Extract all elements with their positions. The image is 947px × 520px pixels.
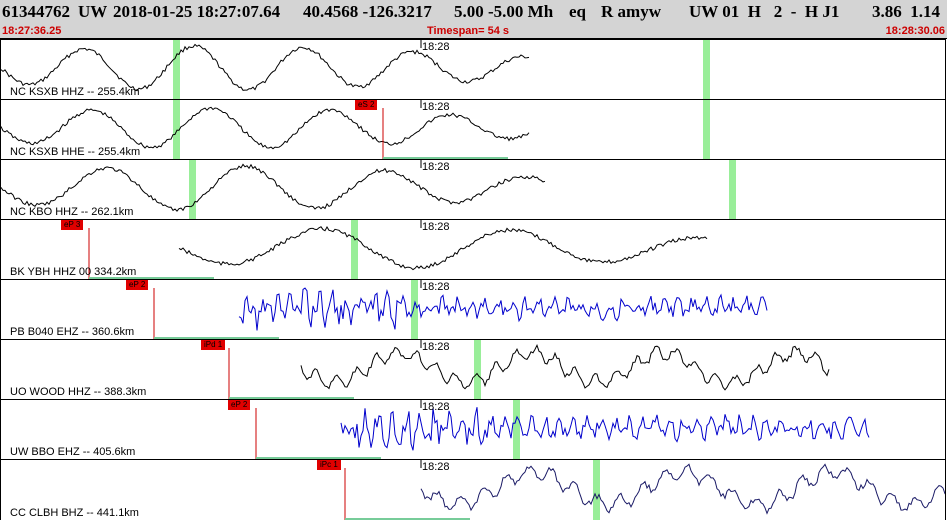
minute-tick-label: 18:28	[422, 281, 450, 293]
event-type: eq	[569, 2, 586, 21]
seismogram-panels: 18:28 NC KSXB HHZ -- 255.4km eS 2 18:28 NC K…	[0, 39, 947, 520]
seismogram-panel[interactable]: eP 2 18:28 PB B040 EHZ -- 360.6km	[0, 279, 946, 339]
phase-marker-green	[189, 160, 196, 219]
minute-tick-label: 18:28	[422, 341, 450, 353]
phase-marker-green	[474, 340, 481, 399]
waveform-plot	[228, 340, 830, 399]
waveform-trace	[300, 343, 830, 391]
station-channel-label: PB B040 EHZ -- 360.6km	[10, 326, 135, 338]
event-datetime: 2018-01-25 18:27:07.64	[113, 2, 281, 21]
phase-marker-green	[351, 220, 358, 279]
seismogram-panel[interactable]: iPd 1 18:28 UO WOOD HHZ -- 388.3km	[0, 339, 946, 399]
event-values: 3.86 1.14	[872, 2, 940, 21]
pick-label[interactable]: eP 2	[126, 280, 149, 290]
end-time: 18:28:30.06	[885, 25, 945, 37]
phase-marker-green	[513, 400, 520, 459]
event-station-info: UW 01 H 2 - H J1	[689, 2, 840, 21]
waveform-trace	[238, 287, 768, 331]
waveform-plot	[153, 280, 768, 339]
event-header: 61344762 UW 2018-01-25 18:27:07.64 40.45…	[0, 0, 947, 24]
waveform-plot	[1, 40, 710, 99]
seismogram-panel[interactable]: 18:28 NC KBO HHZ -- 262.1km	[0, 159, 946, 219]
station-channel-label: NC KBO HHZ -- 262.1km	[10, 206, 134, 218]
waveform-trace	[420, 463, 945, 515]
pick-label[interactable]: iPc 1	[317, 460, 341, 470]
start-time: 18:27:36.25	[2, 25, 62, 37]
pick-label[interactable]: eP 3	[61, 220, 84, 230]
waveform-plot	[255, 400, 870, 459]
pick-label[interactable]: iPd 1	[201, 340, 226, 350]
waveform-trace	[1, 163, 546, 212]
station-channel-label: NC KSXB HHZ -- 255.4km	[10, 86, 140, 98]
phase-marker-green	[703, 100, 710, 159]
pick-label[interactable]: eS 2	[355, 100, 378, 110]
seismogram-panel[interactable]: 18:28 NC KSXB HHZ -- 255.4km	[0, 39, 946, 99]
seismogram-panel[interactable]: iPc 1 18:28 CC CLBH BHZ -- 441.1km	[0, 459, 946, 520]
minute-tick-label: 18:28	[422, 461, 450, 473]
seismogram-panel[interactable]: eP 2 18:28 UW BBO EHZ -- 405.6km	[0, 399, 946, 459]
phase-marker-green	[411, 280, 418, 339]
event-id: 61344762	[2, 2, 70, 21]
phase-marker-green	[703, 40, 710, 99]
minute-tick-label: 18:28	[422, 161, 450, 173]
waveform-plot	[1, 160, 736, 219]
event-depth-mag: 5.00 -5.00 Mh	[454, 2, 554, 21]
station-channel-label: BK YBH HHZ 00 334.2km	[10, 266, 137, 278]
waveform-plot	[1, 100, 710, 159]
waveform-trace	[1, 43, 530, 92]
station-channel-label: NC KSXB HHE -- 255.4km	[10, 146, 141, 158]
waveform-plot	[344, 460, 945, 520]
minute-tick-label: 18:28	[422, 221, 450, 233]
timespan-bar: 18:27:36.25 Timespan= 54 s 18:28:30.06	[0, 24, 947, 39]
phase-marker-green	[593, 460, 600, 520]
seismogram-panel[interactable]: eP 3 18:28 BK YBH HHZ 00 334.2km	[0, 219, 946, 279]
minute-tick-label: 18:28	[422, 401, 450, 413]
phase-marker-green	[173, 40, 180, 99]
minute-tick-label: 18:28	[422, 101, 450, 113]
station-channel-label: UW BBO EHZ -- 405.6km	[10, 446, 136, 458]
waveform-plot	[88, 220, 708, 279]
waveform-trace	[178, 225, 708, 271]
phase-marker-green	[173, 100, 180, 159]
minute-tick-label: 18:28	[422, 41, 450, 53]
station-channel-label: CC CLBH BHZ -- 441.1km	[10, 507, 139, 519]
event-network: UW	[78, 2, 108, 21]
pick-label[interactable]: eP 2	[228, 400, 251, 410]
event-location: 40.4568 -126.3217	[303, 2, 432, 21]
event-review: R amyw	[601, 2, 661, 21]
station-channel-label: UO WOOD HHZ -- 388.3km	[10, 386, 147, 398]
waveform-trace	[340, 407, 870, 451]
phase-marker-green	[729, 160, 736, 219]
seismogram-panel[interactable]: eS 2 18:28 NC KSXB HHE -- 255.4km	[0, 99, 946, 159]
timespan-label: Timespan= 54 s	[427, 25, 510, 37]
waveform-trace	[1, 106, 530, 150]
